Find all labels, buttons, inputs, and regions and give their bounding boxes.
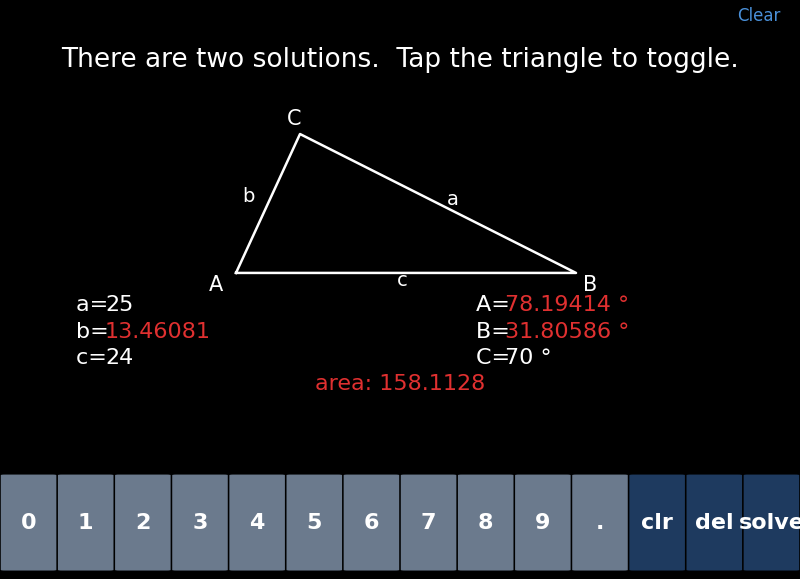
FancyBboxPatch shape — [630, 475, 685, 570]
FancyBboxPatch shape — [744, 475, 799, 570]
Text: 31.80586 °: 31.80586 ° — [505, 321, 630, 342]
Text: c: c — [397, 271, 408, 290]
Text: 24: 24 — [105, 347, 134, 368]
FancyBboxPatch shape — [686, 475, 742, 570]
Text: 7: 7 — [421, 512, 436, 533]
Text: a: a — [447, 190, 458, 208]
Text: solve: solve — [738, 512, 800, 533]
Text: b=: b= — [76, 321, 116, 342]
Text: 3: 3 — [192, 512, 208, 533]
Text: 4: 4 — [250, 512, 265, 533]
Text: del: del — [695, 512, 734, 533]
Text: 25: 25 — [105, 295, 134, 316]
Text: B: B — [583, 274, 598, 295]
Text: .: . — [596, 512, 604, 533]
Text: Clear: Clear — [737, 7, 780, 25]
Text: 5: 5 — [306, 512, 322, 533]
FancyBboxPatch shape — [115, 475, 170, 570]
Text: Ad-free Triangle Solver: Ad-free Triangle Solver — [306, 7, 494, 25]
FancyBboxPatch shape — [286, 475, 342, 570]
Text: 2: 2 — [135, 512, 150, 533]
FancyBboxPatch shape — [344, 475, 399, 570]
Text: C: C — [287, 109, 302, 129]
Text: clr: clr — [642, 512, 673, 533]
Text: C=: C= — [476, 347, 518, 368]
Text: 78.19414 °: 78.19414 ° — [505, 295, 629, 316]
FancyBboxPatch shape — [1, 475, 56, 570]
Text: A=: A= — [476, 295, 517, 316]
FancyBboxPatch shape — [458, 475, 514, 570]
Text: c=: c= — [76, 347, 114, 368]
FancyBboxPatch shape — [172, 475, 228, 570]
FancyBboxPatch shape — [230, 475, 285, 570]
Text: 1: 1 — [78, 512, 94, 533]
FancyBboxPatch shape — [401, 475, 456, 570]
Text: 9: 9 — [535, 512, 550, 533]
Text: 70 °: 70 ° — [505, 347, 552, 368]
FancyBboxPatch shape — [572, 475, 628, 570]
Text: b: b — [242, 188, 254, 207]
Text: 13.46081: 13.46081 — [105, 321, 211, 342]
Text: a=: a= — [76, 295, 115, 316]
FancyBboxPatch shape — [515, 475, 570, 570]
Text: A: A — [209, 274, 223, 295]
Text: There are two solutions.  Tap the triangle to toggle.: There are two solutions. Tap the triangl… — [61, 47, 739, 73]
FancyBboxPatch shape — [58, 475, 114, 570]
Text: 6: 6 — [364, 512, 379, 533]
Text: B=: B= — [476, 321, 517, 342]
Text: 0: 0 — [21, 512, 36, 533]
Text: 8: 8 — [478, 512, 494, 533]
Text: area: 158.1128: area: 158.1128 — [315, 373, 485, 394]
